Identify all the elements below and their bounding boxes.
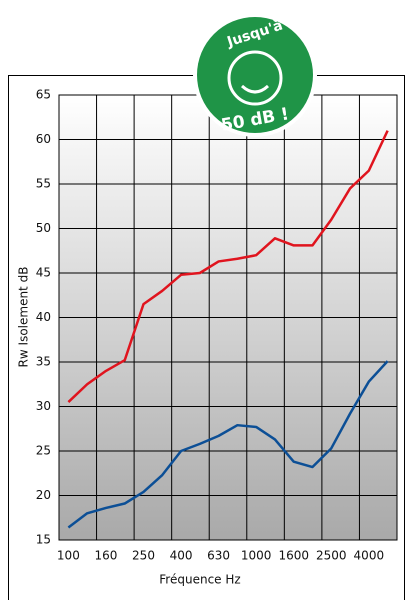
badge-smile	[240, 84, 270, 94]
badge-disc	[197, 17, 313, 133]
x-tick-label: 400	[170, 549, 193, 563]
y-tick-label: 30	[36, 399, 51, 413]
y-tick-label: 40	[36, 310, 51, 324]
x-tick-label: 1000	[241, 549, 272, 563]
x-tick-label: 160	[94, 549, 117, 563]
x-tick-label: 2500	[316, 549, 347, 563]
layer: 15 20 25 30 35 40 45 50 55 60 65 100 160 250 400 630 100…	[36, 88, 397, 563]
y-tick-label: 45	[36, 266, 51, 280]
y-tick-label: 60	[36, 132, 51, 146]
y-tick-label: 55	[36, 177, 51, 191]
x-tick-label: 1600	[278, 549, 309, 563]
y-tick-label: 20	[36, 488, 51, 502]
x-axis-label: Fréquence Hz	[159, 573, 240, 587]
x-tick-label: 4000	[354, 549, 385, 563]
y-tick-label: 25	[36, 444, 51, 458]
badge-face	[227, 50, 283, 106]
y-tick-label: 50	[36, 221, 51, 235]
y-tick-label: 35	[36, 355, 51, 369]
x-tick-label: 630	[207, 549, 230, 563]
series-line	[67, 360, 389, 529]
badge: Jusqu'à 50 dB !	[193, 13, 317, 137]
y-axis-label: Rw Isolement dB	[17, 267, 31, 368]
x-tick-label: 250	[132, 549, 155, 563]
y-tick-label: 15	[36, 533, 51, 547]
y-tick-label: 65	[36, 88, 51, 102]
series-line	[67, 130, 389, 403]
x-tick-label: 100	[57, 549, 80, 563]
